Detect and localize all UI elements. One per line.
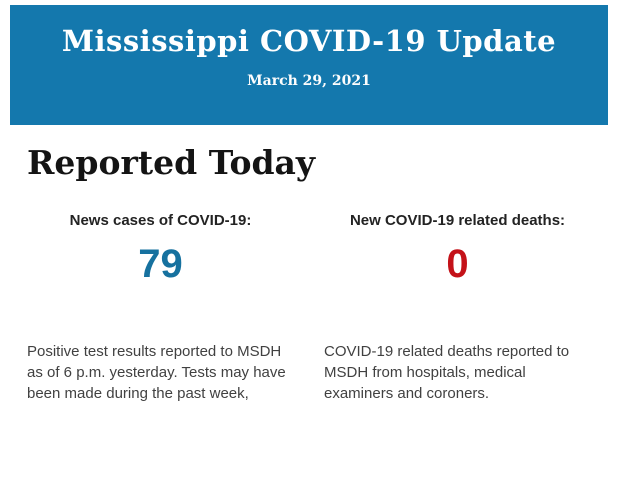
header-banner: Mississippi COVID-19 Update March 29, 20… (10, 5, 608, 125)
newsletter-page: { "banner": { "title": "Mississippi COVI… (0, 5, 620, 488)
banner-date: March 29, 2021 (247, 72, 371, 89)
new-deaths-label: New COVID-19 related deaths: (349, 211, 566, 229)
new-cases-value: 79 (138, 241, 183, 286)
new-cases-label: News cases of COVID-19: (69, 211, 252, 229)
stat-new-deaths: New COVID-19 related deaths: 0 COVID-19 … (324, 212, 591, 404)
stat-new-cases: News cases of COVID-19: 79 Positive test… (27, 212, 294, 404)
new-deaths-value: 0 (446, 241, 469, 286)
main-content: Reported Today News cases of COVID-19: 7… (10, 144, 608, 404)
new-cases-description: Positive test results reported to MSDH a… (27, 342, 286, 402)
banner-title: Mississippi COVID-19 Update (61, 24, 557, 58)
section-heading: Reported Today (27, 143, 316, 182)
stats-grid: News cases of COVID-19: 79 Positive test… (27, 212, 591, 404)
new-deaths-description: COVID-19 related deaths reported to MSDH… (324, 342, 570, 402)
